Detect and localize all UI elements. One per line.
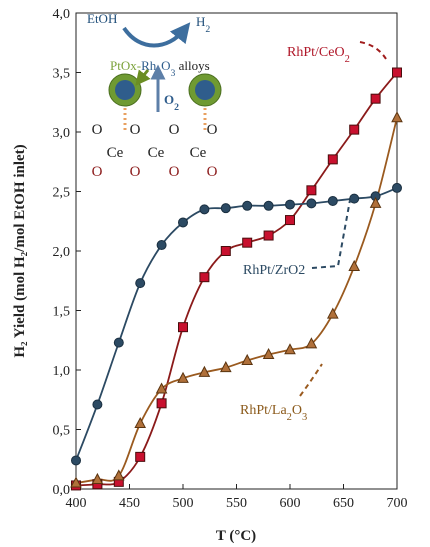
y-tick-label: 4,0	[53, 7, 71, 22]
data-point-circle	[327, 196, 338, 207]
x-tick-label: 550	[226, 496, 247, 511]
data-point-triangle	[134, 416, 147, 429]
inset-curved-arrow	[122, 22, 191, 48]
x-tick-label: 500	[173, 496, 194, 511]
data-point-circle	[92, 399, 103, 410]
data-point-square	[306, 185, 317, 196]
lattice-oxygen-bottom: O	[92, 164, 103, 180]
series-label-la2o3: RhPt/La2O3	[240, 403, 307, 423]
data-point-triangle	[91, 472, 104, 484]
lattice-cerium: Ce	[190, 145, 207, 161]
lattice-oxygen-top: O	[207, 122, 218, 138]
y-tick-label: 0,0	[53, 483, 71, 498]
data-point-triangle	[155, 382, 168, 394]
inset-o2-label: O2	[164, 92, 179, 113]
data-point-circle	[306, 198, 317, 209]
data-point-circle	[199, 204, 210, 215]
y-tick-label: 2,0	[53, 245, 71, 260]
data-point-triangle	[198, 365, 211, 377]
data-point-square	[178, 322, 188, 333]
data-point-triangle	[112, 469, 125, 481]
data-point-square	[199, 272, 210, 283]
y-tick-label: 3,5	[53, 67, 71, 82]
lattice-cerium: Ce	[148, 145, 165, 161]
data-point-triangle	[391, 111, 403, 123]
series-lines	[75, 71, 398, 487]
data-point-square	[349, 124, 360, 135]
x-tick-label: 450	[119, 496, 140, 511]
data-point-circle	[392, 182, 402, 193]
lattice-oxygen-bottom: O	[130, 164, 141, 180]
data-point-triangle	[219, 361, 232, 373]
data-point-square	[135, 451, 146, 462]
inset-etoh-label: EtOH	[87, 11, 117, 26]
series-label-la2o3-pointer	[299, 363, 323, 397]
data-point-square	[285, 215, 295, 226]
data-point-square	[327, 154, 338, 165]
data-point-circle	[71, 455, 81, 466]
data-point-triangle	[241, 353, 254, 365]
y-tick-label: 0,5	[53, 424, 71, 439]
x-tick-label: 650	[333, 496, 354, 511]
y-axis-title: H₂ Yield (mol H₂/mol EtOH inlet)	[12, 144, 28, 357]
series-label-ceo2: RhPt/CeO2	[287, 45, 350, 65]
axes: 400 450 500 550 600 650 700 0,0 0,5 1,0 1,5 2,0 2,5 3…	[53, 7, 408, 511]
data-point-circle	[135, 278, 146, 289]
lattice-cerium: Ce	[107, 145, 124, 161]
data-point-triangle	[70, 476, 82, 488]
data-point-circle	[285, 199, 295, 210]
data-point-circle	[349, 193, 360, 204]
series-label-zro2: RhPt/ZrO2	[243, 263, 305, 278]
x-tick-label: 700	[387, 496, 408, 511]
lattice-oxygen-top: O	[169, 122, 180, 138]
y-tick-label: 1,5	[53, 305, 71, 320]
data-point-square	[220, 246, 231, 256]
data-point-square	[392, 67, 402, 78]
series-markers	[70, 67, 403, 491]
data-point-triangle	[284, 343, 296, 355]
inset-green-arrow	[135, 69, 151, 86]
data-point-circle	[113, 337, 124, 348]
lattice-oxygen-bottom: O	[169, 164, 180, 180]
data-point-triangle	[369, 196, 382, 208]
data-point-circle	[178, 217, 188, 228]
data-point-triangle	[326, 307, 339, 319]
mechanism-inset: EtOH H2 PtOx-Rh2O3 alloys O2 OOOOCeCeCeO…	[87, 11, 222, 180]
y-tick-label: 3,0	[53, 126, 71, 141]
inset-lattice: O O O OCe Ce CeO O O O	[92, 122, 218, 180]
lattice-oxygen-top: O	[92, 122, 103, 138]
data-point-square	[242, 237, 253, 248]
series-label-zro2-pointer	[311, 199, 351, 269]
data-point-square	[370, 93, 381, 104]
lattice-oxygen-top: O	[130, 122, 141, 138]
data-point-triangle	[305, 337, 318, 349]
x-axis-title: T (°C)	[216, 528, 256, 544]
inset-particle-right	[188, 73, 222, 107]
data-point-triangle	[348, 259, 361, 271]
lattice-oxygen-bottom: O	[207, 164, 218, 180]
data-point-triangle	[262, 347, 275, 360]
y-tick-label: 2,5	[53, 186, 71, 201]
series-line-0	[75, 71, 398, 487]
data-point-circle	[242, 200, 253, 211]
inset-particle-left	[108, 73, 142, 107]
data-point-circle	[156, 240, 167, 251]
x-tick-label: 400	[66, 496, 87, 511]
series-line-2	[75, 117, 398, 484]
inset-h2-label: H2	[196, 14, 210, 35]
y-tick-label: 1,0	[53, 364, 71, 379]
data-point-triangle	[177, 371, 189, 383]
series-line-1	[75, 187, 398, 461]
x-tick-label: 600	[280, 496, 301, 511]
data-point-square	[263, 230, 274, 241]
data-point-square	[156, 398, 167, 409]
data-point-circle	[220, 203, 231, 214]
data-point-circle	[263, 200, 274, 211]
series-label-ceo2-pointer	[359, 41, 389, 63]
